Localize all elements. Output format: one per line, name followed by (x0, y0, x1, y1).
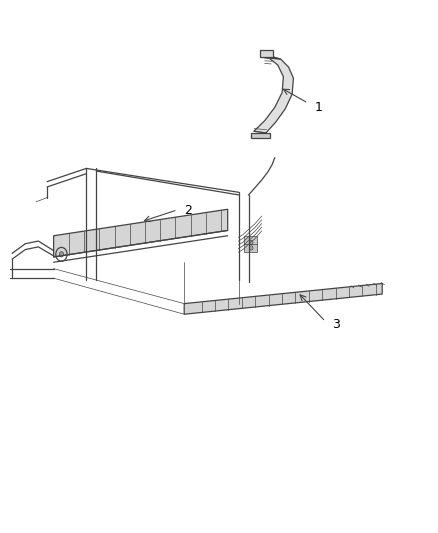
Text: 2: 2 (184, 204, 192, 217)
Polygon shape (260, 50, 273, 57)
Polygon shape (260, 57, 281, 59)
Text: 1: 1 (315, 101, 323, 114)
Circle shape (250, 246, 253, 250)
Polygon shape (254, 57, 293, 133)
Circle shape (250, 240, 253, 245)
Polygon shape (53, 209, 228, 257)
Circle shape (59, 252, 64, 257)
Bar (244, 236, 257, 252)
Text: 3: 3 (332, 318, 340, 332)
Polygon shape (184, 284, 382, 314)
Polygon shape (251, 133, 270, 138)
